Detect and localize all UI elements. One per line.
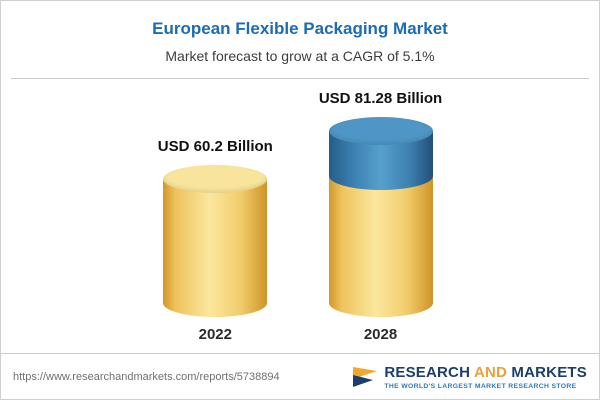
logo-name: RESEARCH AND MARKETS (384, 364, 587, 381)
chart-area: USD 60.2 Billion 2022 USD 81.28 Billion 202… (1, 79, 599, 353)
logo-word-markets: MARKETS (511, 363, 587, 381)
value-label: USD 60.2 Billion (157, 138, 273, 156)
chart-header: European Flexible Packaging Market Marke… (1, 1, 599, 64)
cylinder-top-gold (163, 165, 268, 194)
research-and-markets-logo: RESEARCH AND MARKETS THE WORLD'S LARGEST… (353, 364, 587, 390)
flag-icon (353, 366, 378, 387)
chart-title: European Flexible Packaging Market (152, 19, 448, 38)
bar-column-2022: USD 60.2 Billion 2022 (158, 138, 273, 343)
cylinder-2022 (163, 165, 268, 317)
logo-word-and: AND (473, 363, 508, 381)
cylinder-2028 (328, 117, 433, 317)
year-label: 2028 (363, 326, 398, 343)
cylinder-top-blue (328, 117, 433, 145)
logo-text: RESEARCH AND MARKETS THE WORLD'S LARGEST… (384, 364, 587, 390)
logo-tagline: THE WORLD'S LARGEST MARKET RESEARCH STOR… (384, 382, 577, 390)
chart-subtitle: Market forecast to grow at a CAGR of 5.1… (165, 48, 435, 64)
bar-column-2028: USD 81.28 Billion 2028 (319, 90, 442, 343)
cylinder-segment-base (328, 175, 433, 317)
cylinder-segment-base (163, 179, 268, 317)
report-url[interactable]: https://www.researchandmarkets.com/repor… (13, 370, 280, 383)
year-label: 2022 (198, 326, 232, 343)
value-label: USD 81.28 Billion (318, 90, 443, 107)
footer: https://www.researchandmarkets.com/repor… (1, 353, 599, 399)
logo-word-research: RESEARCH (384, 363, 471, 381)
header-divider (11, 78, 589, 79)
